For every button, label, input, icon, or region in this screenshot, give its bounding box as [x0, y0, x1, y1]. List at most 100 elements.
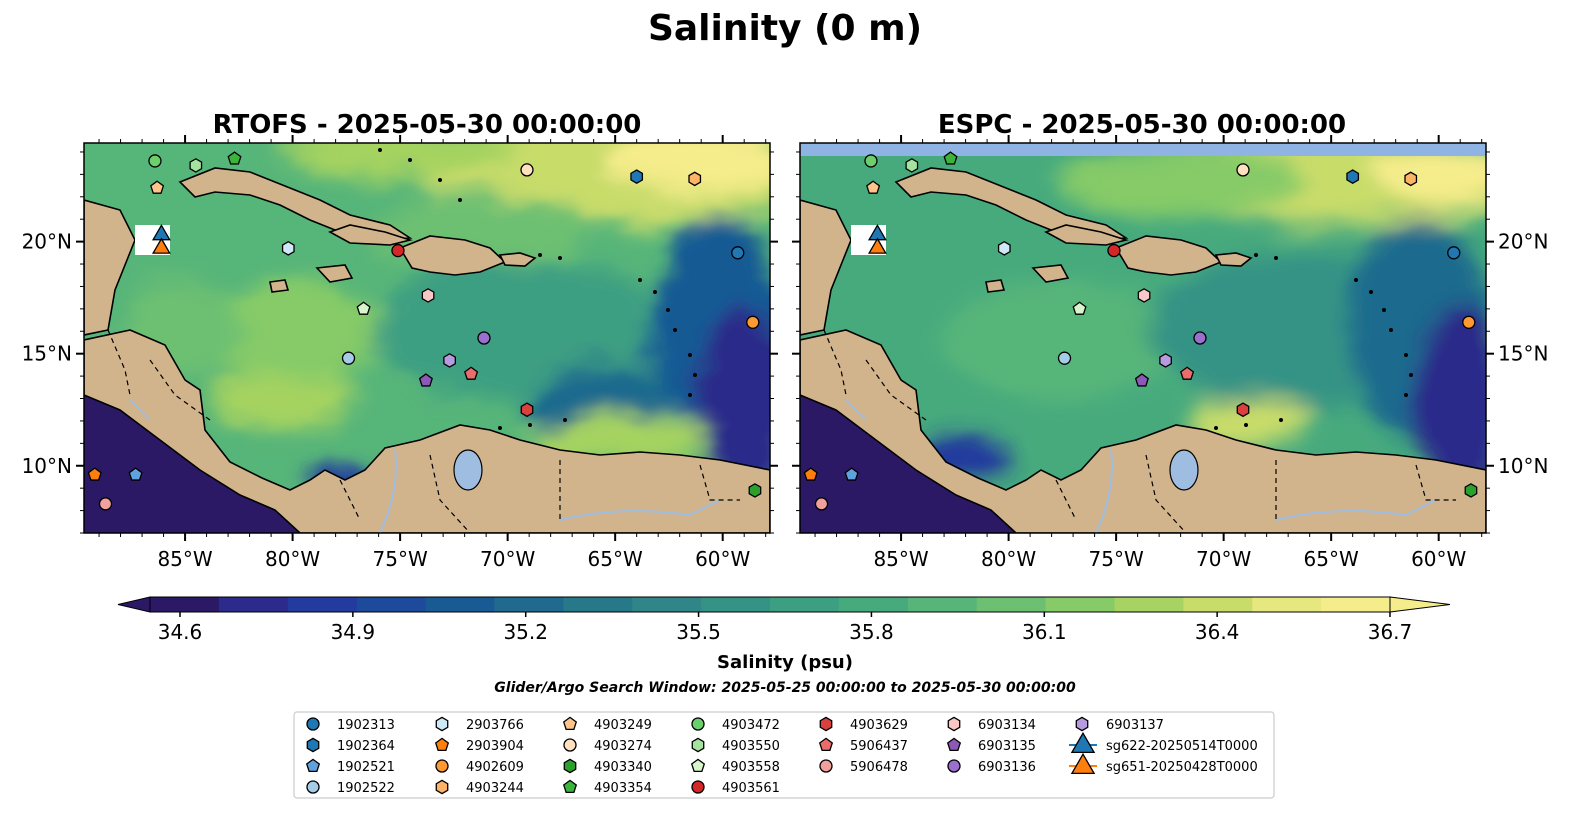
- rtofs-panel-title: RTOFS - 2025-05-30 00:00:00: [213, 110, 642, 140]
- espc-map: [800, 143, 1486, 533]
- legend-label: 4903629: [850, 718, 908, 733]
- rtofs-marker-1902313: [731, 246, 745, 260]
- espc-panel-title: ESPC - 2025-05-30 00:00:00: [938, 110, 1346, 140]
- legend-marker: [435, 759, 449, 773]
- espc-islands: [1214, 253, 1413, 430]
- espc-marker-2903904: [803, 467, 818, 481]
- legend-marker: [819, 716, 833, 732]
- rtofs-marker-1902364: [630, 169, 644, 184]
- espc-marker-5906478: [814, 497, 829, 511]
- legend-marker: [947, 759, 961, 773]
- espc-marker-6903136: [1193, 331, 1207, 345]
- legend-label: 4903561: [722, 781, 780, 796]
- legend-marker: [306, 737, 320, 753]
- colorbar-swatch: [1183, 597, 1253, 612]
- colorbar-swatch: [356, 597, 427, 612]
- legend-marker: [1070, 752, 1096, 775]
- rtofs-ytick-label: 10°N: [22, 454, 72, 478]
- rtofs-marker-2903904: [87, 467, 102, 481]
- espc-rivers: [845, 399, 1437, 533]
- colorbar-swatch: [976, 597, 1047, 612]
- rtofs-marker-1902522: [341, 351, 356, 365]
- colorbar-swatch: [218, 597, 289, 612]
- colorbar-tick-label: 35.8: [849, 620, 894, 644]
- colorbar-swatch: [425, 597, 496, 612]
- rtofs-land: [84, 167, 770, 533]
- legend-label: 1902522: [337, 781, 395, 796]
- legend-marker: [562, 716, 578, 730]
- legend-label: 2903766: [466, 718, 524, 733]
- legend-marker: [691, 780, 705, 794]
- colorbar-swatch: [907, 597, 978, 612]
- rtofs-marker-4903274: [520, 163, 534, 177]
- colorbar-tick-label: 36.7: [1368, 620, 1413, 644]
- legend-marker: [562, 779, 578, 793]
- espc-xtick-label: 80°W: [981, 547, 1036, 571]
- rtofs-xtick-label: 75°W: [373, 547, 428, 571]
- espc-marker-5906437: [1180, 366, 1195, 380]
- colorbar-swatch: [150, 597, 220, 612]
- espc-marker-4903354: [943, 151, 958, 165]
- colorbar-tick-label: 35.2: [503, 620, 548, 644]
- espc-ytick-label: 10°N: [1498, 454, 1548, 478]
- colorbar-swatch: [1252, 597, 1322, 612]
- rtofs-borders: [107, 329, 740, 533]
- espc-xtick-label: 75°W: [1089, 547, 1144, 571]
- legend-marker: [1075, 716, 1089, 732]
- rtofs-ytick-label: 20°N: [22, 230, 72, 254]
- legend-label: 1902521: [337, 760, 395, 775]
- colorbar-swatch: [287, 597, 358, 612]
- rtofs-lake-maracaibo: [453, 449, 483, 491]
- legend-marker: [946, 737, 962, 751]
- espc-marker-1902521: [844, 467, 859, 481]
- rtofs-marker-4903354: [227, 151, 242, 165]
- colorbar-swatch: [563, 597, 633, 612]
- legend-label: 4903550: [722, 739, 780, 754]
- espc-marker-4903274: [1236, 163, 1250, 177]
- legend-marker: [690, 758, 706, 772]
- colorbar-swatch: [770, 597, 840, 612]
- rtofs-ytick-label: 15°N: [22, 342, 72, 366]
- legend-label: 4903558: [722, 760, 780, 775]
- legend-marker: [818, 737, 834, 751]
- espc-marker-4903629: [1236, 402, 1250, 418]
- espc-marker-6903137: [1159, 353, 1172, 368]
- rtofs-xtick-label: 70°W: [480, 547, 535, 571]
- rtofs-marker-4903340: [748, 483, 762, 498]
- legend-label: 1902364: [337, 739, 395, 754]
- colorbar-frame: [149, 596, 1391, 613]
- rtofs-markers: [87, 151, 762, 511]
- espc-panel: ESPC - 2025-05-30 00:00:00: [792, 110, 1548, 571]
- rtofs-marker-4903244: [688, 171, 702, 187]
- espc-marker-6903134: [1137, 288, 1151, 303]
- legend-label: 6903137: [1106, 718, 1164, 733]
- legend-marker: [1070, 731, 1096, 754]
- rtofs-panel: RTOFS - 2025-05-30 00:00:00: [22, 110, 778, 571]
- espc-xtick-label: 70°W: [1196, 547, 1251, 571]
- espc-marker-1902522: [1057, 351, 1072, 365]
- espc-marker-4903249: [866, 180, 881, 194]
- legend-label: 4903354: [594, 781, 652, 796]
- legend-label: sg651-20250428T0000: [1106, 760, 1258, 775]
- rtofs-marker-6903136: [477, 331, 491, 345]
- legend-marker: [947, 716, 961, 732]
- legend-marker: [434, 737, 450, 751]
- legend-marker: [306, 780, 320, 794]
- legend-label: 2903904: [466, 739, 524, 754]
- rtofs-marker-2903766: [281, 240, 295, 256]
- legend-label: 1902313: [337, 718, 395, 733]
- rtofs-frame: [83, 142, 771, 534]
- espc-marker-1902364: [1346, 169, 1360, 184]
- search-window-caption: Glider/Argo Search Window: 2025-05-25 00…: [494, 680, 1076, 696]
- rtofs-marker-sg651-20250428T0000: [151, 237, 171, 254]
- legend-label: 6903134: [978, 718, 1036, 733]
- espc-markers: [803, 151, 1478, 511]
- colorbar-swatch: [701, 597, 771, 612]
- rtofs-marker-5906437: [464, 366, 479, 380]
- rtofs-marker-4903558: [356, 301, 371, 315]
- espc-land: [800, 167, 1486, 533]
- colorbar-extend-high: [1389, 596, 1451, 613]
- legend-marker: [563, 758, 577, 774]
- espc-marker-sg651-20250428T0000: [867, 237, 887, 254]
